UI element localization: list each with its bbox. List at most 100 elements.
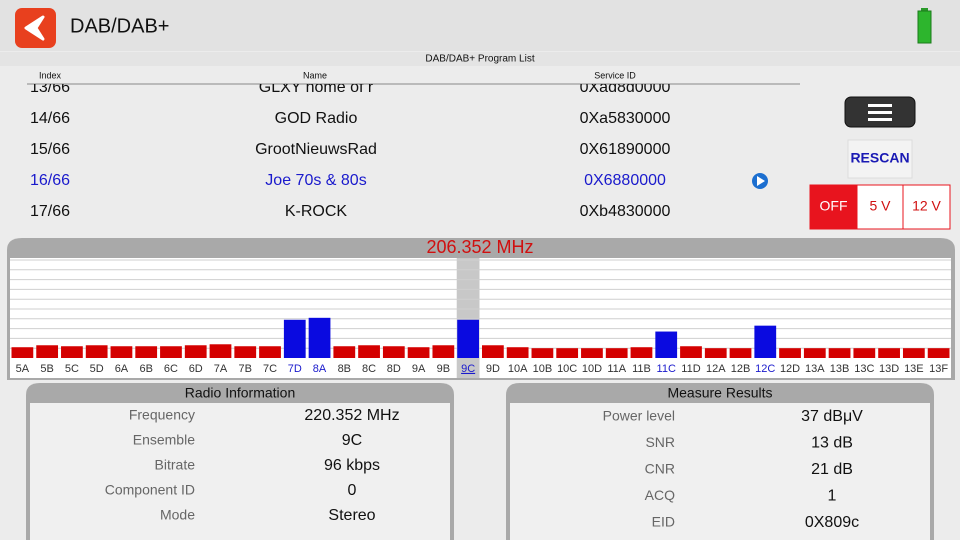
bar bbox=[432, 345, 455, 358]
list-cell[interactable]: 16/66 bbox=[30, 172, 70, 189]
channel-label[interactable]: 8B bbox=[338, 363, 351, 375]
channel-label[interactable]: 9D bbox=[486, 363, 500, 375]
list-cell[interactable]: 0Xad8d0000 bbox=[580, 79, 671, 96]
list-cell[interactable]: 0Xa5830000 bbox=[580, 110, 671, 127]
column-header: Name bbox=[303, 70, 327, 80]
channel-label[interactable]: 7D bbox=[288, 363, 302, 375]
channel-label[interactable]: 6C bbox=[164, 363, 178, 375]
channel-label[interactable]: 12A bbox=[706, 363, 726, 375]
channel-label[interactable]: 10C bbox=[557, 363, 577, 375]
panel-title: Radio Information bbox=[185, 385, 296, 401]
power-option[interactable] bbox=[809, 184, 858, 230]
bar bbox=[283, 319, 306, 358]
power-label[interactable]: 5 V bbox=[869, 198, 891, 214]
list-cell[interactable]: 13/66 bbox=[30, 79, 70, 96]
list-cell[interactable]: Joe 70s & 80s bbox=[265, 172, 366, 189]
bar bbox=[878, 348, 900, 358]
bar bbox=[605, 348, 628, 358]
info-value: 13 dB bbox=[811, 435, 853, 452]
top-bar bbox=[0, 0, 960, 51]
rescan-button[interactable] bbox=[847, 139, 913, 179]
channel-label[interactable]: 13F bbox=[929, 363, 948, 375]
menu-line[interactable] bbox=[868, 104, 892, 107]
channel-label[interactable]: 9C bbox=[461, 363, 475, 375]
channel-label[interactable]: 12B bbox=[731, 363, 751, 375]
bar bbox=[902, 348, 925, 358]
list-title-bar bbox=[0, 52, 960, 66]
channel-label[interactable]: 11B bbox=[632, 363, 651, 375]
channel-label[interactable]: 7B bbox=[239, 363, 252, 375]
bar bbox=[556, 348, 579, 358]
channel-label[interactable]: 11A bbox=[607, 363, 626, 375]
channel-label[interactable]: 9A bbox=[412, 363, 426, 375]
list-cell[interactable]: 14/66 bbox=[30, 110, 70, 127]
power-label[interactable]: OFF bbox=[820, 198, 848, 214]
list-cell[interactable]: GrootNieuwsRad bbox=[255, 141, 377, 158]
channel-label[interactable]: 10A bbox=[508, 363, 528, 375]
channel-label[interactable]: 6B bbox=[139, 363, 152, 375]
channel-label[interactable]: 6A bbox=[115, 363, 129, 375]
channel-label[interactable]: 12C bbox=[755, 363, 775, 375]
back-arrow[interactable] bbox=[24, 15, 45, 41]
bar bbox=[259, 346, 281, 358]
panel-header bbox=[26, 383, 454, 403]
channel-label[interactable]: 8C bbox=[362, 363, 376, 375]
channel-label[interactable]: 5B bbox=[40, 363, 53, 375]
bar bbox=[581, 348, 603, 358]
channel-label[interactable]: 12D bbox=[780, 363, 800, 375]
list-cell[interactable]: K-ROCK bbox=[285, 203, 348, 220]
bar bbox=[382, 346, 405, 358]
channel-label[interactable]: 13A bbox=[805, 363, 825, 375]
channel-label[interactable]: 13E bbox=[904, 363, 924, 375]
channel-label[interactable]: 10B bbox=[533, 363, 553, 375]
bar bbox=[803, 348, 826, 358]
list-cell[interactable]: 0X6880000 bbox=[584, 172, 666, 189]
menu-button[interactable] bbox=[844, 96, 916, 128]
list-cell[interactable]: 17/66 bbox=[30, 203, 70, 220]
panel-title: Measure Results bbox=[667, 385, 772, 401]
channel-label[interactable]: 7A bbox=[214, 363, 228, 375]
list-cell[interactable]: 0Xb4830000 bbox=[580, 203, 671, 220]
menu-line[interactable] bbox=[868, 118, 892, 121]
channel-label[interactable]: 7C bbox=[263, 363, 277, 375]
power-label[interactable]: 12 V bbox=[912, 198, 941, 214]
list-cell[interactable]: GLXY home of r bbox=[259, 79, 374, 96]
bar bbox=[927, 348, 950, 358]
info-label: Component ID bbox=[105, 482, 195, 498]
channel-label[interactable]: 9B bbox=[437, 363, 450, 375]
channel-label[interactable]: 11D bbox=[681, 363, 700, 375]
channel-label[interactable]: 8A bbox=[313, 363, 327, 375]
play-icon[interactable] bbox=[752, 173, 768, 189]
panel-body bbox=[30, 403, 450, 540]
channel-label[interactable]: 13B bbox=[830, 363, 850, 375]
spectrum-header bbox=[7, 238, 955, 258]
info-label: Ensemble bbox=[133, 432, 195, 448]
channel-label[interactable]: 8D bbox=[387, 363, 401, 375]
channel-label[interactable]: 5A bbox=[16, 363, 30, 375]
power-option[interactable] bbox=[856, 184, 904, 230]
channel-label[interactable]: 13C bbox=[854, 363, 874, 375]
channel-label[interactable]: 13D bbox=[879, 363, 899, 375]
bar bbox=[61, 346, 83, 358]
channel-label[interactable]: 5C bbox=[65, 363, 79, 375]
bar bbox=[754, 325, 777, 358]
back-button[interactable] bbox=[15, 8, 56, 48]
menu-line[interactable] bbox=[868, 111, 892, 114]
channel-label[interactable]: 5D bbox=[90, 363, 104, 375]
play-triangle[interactable] bbox=[757, 176, 765, 186]
info-label: Mode bbox=[160, 507, 195, 523]
list-cell[interactable]: 15/66 bbox=[30, 141, 70, 158]
bar bbox=[704, 348, 727, 358]
rescan-label[interactable]: RESCAN bbox=[850, 150, 909, 166]
column-header: Service ID bbox=[594, 70, 636, 80]
list-cell[interactable]: 0X61890000 bbox=[580, 141, 671, 158]
list-cell[interactable]: GOD Radio bbox=[275, 110, 358, 127]
bar bbox=[531, 348, 554, 358]
channel-label[interactable]: 11C bbox=[657, 363, 676, 375]
spectrum-plot bbox=[10, 258, 951, 378]
info-value: Stereo bbox=[328, 507, 375, 524]
channel-label[interactable]: 6D bbox=[189, 363, 203, 375]
power-option[interactable] bbox=[902, 184, 951, 230]
channel-label[interactable]: 10D bbox=[582, 363, 602, 375]
bar bbox=[135, 346, 158, 358]
